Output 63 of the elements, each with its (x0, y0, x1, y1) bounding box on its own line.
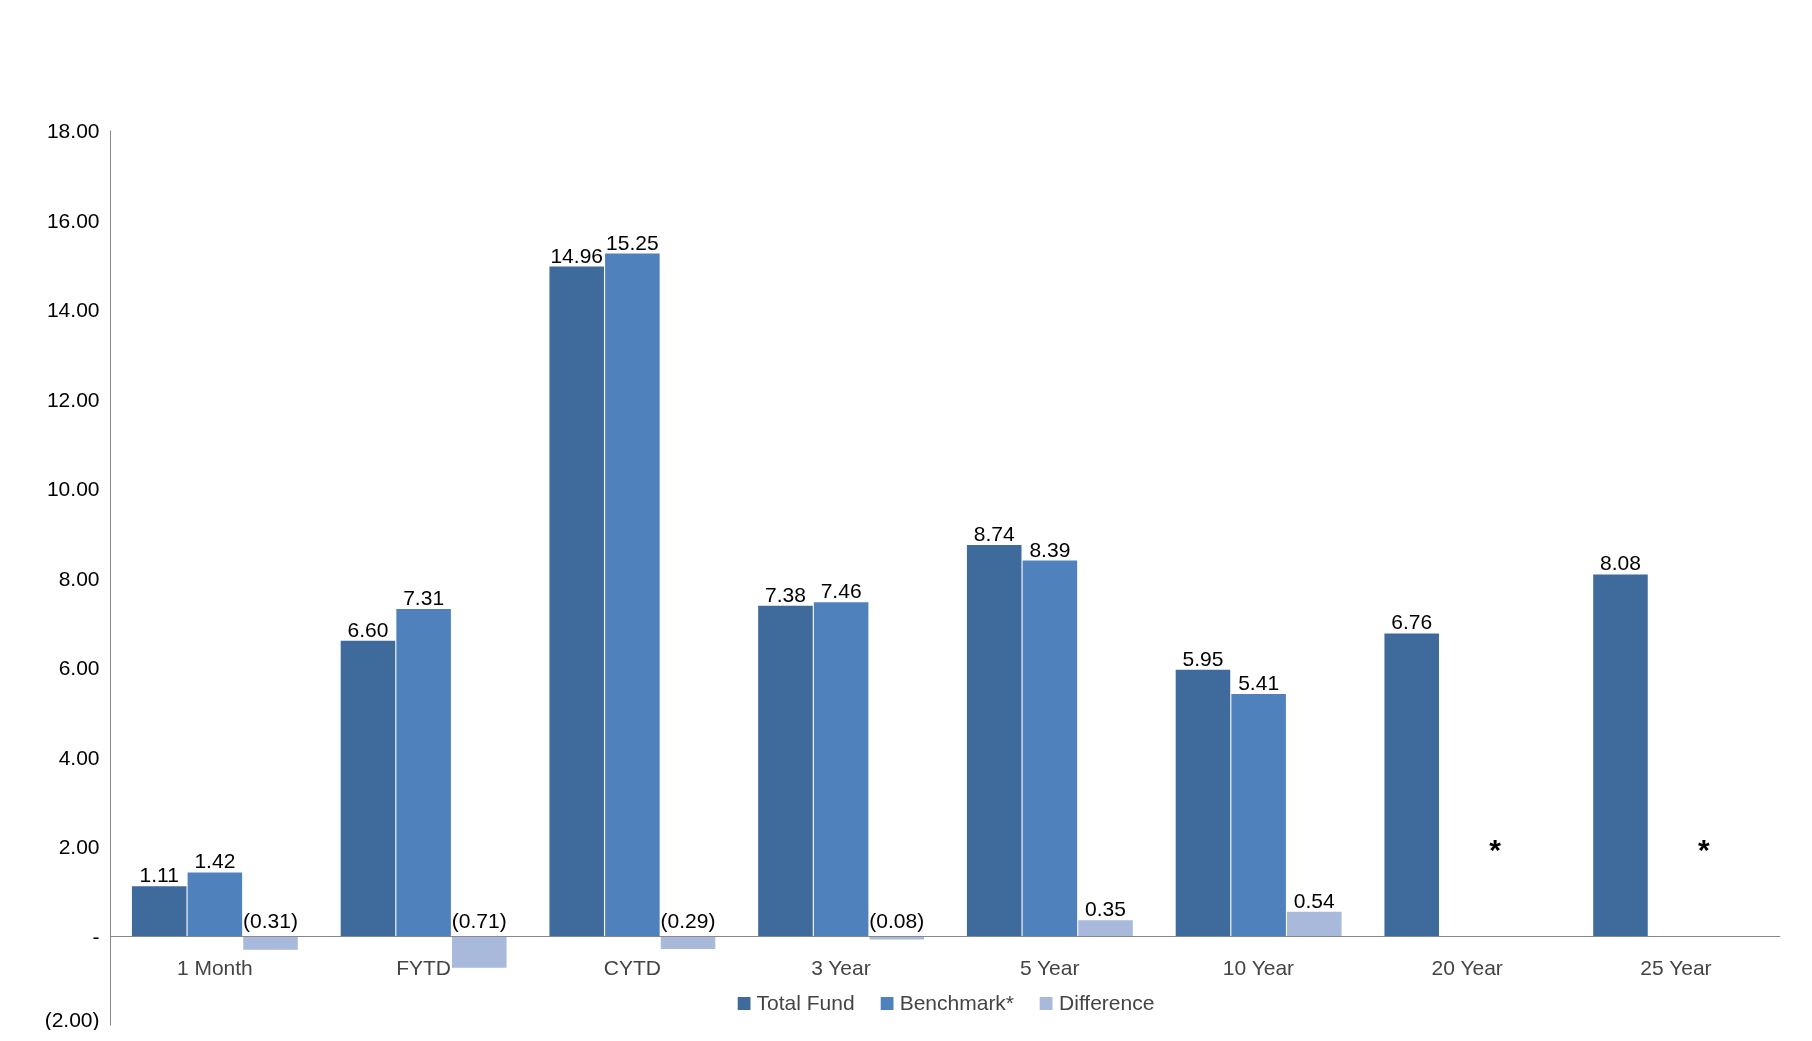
data-label: 5.41 (1238, 670, 1280, 694)
data-label: (0.08) (869, 909, 925, 932)
bar (605, 253, 660, 936)
data-label: (0.71) (451, 909, 507, 932)
x-tick-label: 25 Year (1640, 956, 1712, 979)
data-label: (0.29) (660, 909, 716, 932)
annotation: * (1489, 833, 1502, 866)
y-tick-label: 16.00 (46, 208, 100, 232)
x-tick-label: CYTD (603, 956, 661, 979)
x-tick-label: 5 Year (1019, 956, 1080, 979)
bar (187, 872, 243, 936)
legend-label: Total Fund (756, 991, 855, 1015)
bar (813, 602, 869, 936)
y-tick-label: 4.00 (58, 745, 100, 769)
y-tick-label: 2.00 (58, 835, 100, 858)
bar (1231, 693, 1286, 936)
y-tick-label: 12.00 (46, 387, 100, 411)
data-label: 15.25 (606, 230, 659, 254)
data-label: 7.38 (765, 582, 806, 606)
data-label: 8.08 (1600, 551, 1641, 575)
bar (131, 886, 187, 936)
data-label: (0.31) (243, 909, 298, 932)
x-tick-label: 3 Year (811, 956, 871, 979)
legend-label: Benchmark* (899, 991, 1015, 1015)
x-tick-label: 20 Year (1431, 956, 1503, 979)
data-label: 8.74 (973, 521, 1015, 545)
data-label: 0.35 (1085, 897, 1126, 921)
data-label: 1.42 (194, 849, 236, 873)
x-tick-label: 1 Month (176, 956, 253, 979)
bar (452, 936, 507, 968)
bar (660, 936, 716, 949)
bar (966, 544, 1022, 936)
bar (243, 936, 298, 950)
y-tick-label: 14.00 (46, 298, 100, 321)
bar (1384, 633, 1439, 936)
data-label: 7.46 (820, 579, 862, 603)
y-tick-label: - (92, 924, 100, 948)
bar (1287, 911, 1342, 936)
y-tick-label: (2.00) (44, 1007, 100, 1031)
data-label: 1.11 (139, 863, 179, 887)
bar (1175, 669, 1231, 936)
data-label: 6.76 (1391, 610, 1433, 634)
x-tick-label: FYTD (396, 956, 452, 979)
data-label: 0.54 (1293, 888, 1336, 912)
bar (549, 266, 604, 936)
bar (1078, 920, 1133, 936)
data-label: 14.96 (550, 243, 603, 267)
data-label: 5.95 (1182, 646, 1224, 670)
x-tick-label: 10 Year (1222, 956, 1295, 979)
y-tick-label: 10.00 (46, 477, 100, 500)
legend-label: Difference (1059, 991, 1155, 1015)
data-label: 8.39 (1029, 537, 1071, 561)
y-tick-label: 8.00 (58, 566, 100, 590)
y-tick-label: 18.00 (46, 119, 100, 142)
bar (1022, 560, 1078, 936)
bar (396, 608, 451, 936)
bar (758, 605, 813, 936)
annotation: * (1698, 833, 1711, 866)
bar (1593, 574, 1648, 936)
data-label: 7.31 (403, 585, 445, 609)
y-tick-label: 6.00 (58, 656, 100, 679)
data-label: 6.60 (347, 617, 389, 641)
bar (340, 640, 396, 936)
